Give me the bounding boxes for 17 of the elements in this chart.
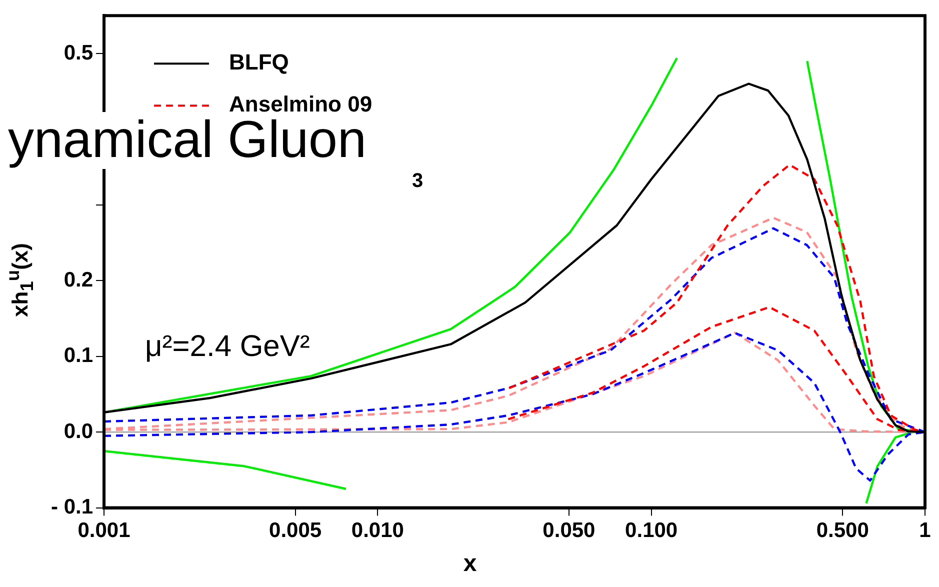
y-tick-label: - 0.1 [50,496,94,519]
annotation: μ²=2.4 GeV² [145,330,310,363]
x-tick-label: 0.005 [269,519,322,542]
x-tick-label: 0.001 [78,519,131,542]
x-tick-label: 0.010 [351,519,404,542]
y-tick-label: 0.5 [64,41,94,64]
x-tick-label: 0.500 [816,519,869,542]
y-tick-label: 0.2 [64,268,94,292]
x-tick-label: 0.100 [625,519,678,542]
y-tick-label: 0.0 [64,420,94,443]
x-tick-label: 1 [919,519,932,542]
x-tick-label: 0.050 [542,519,596,542]
legend-label: BLFQ [229,50,289,75]
x-axis-title: x [463,550,477,578]
annotation: 3 [412,170,424,192]
y-tick-label: 0.1 [64,344,94,368]
annotation: ynamical Gluon [2,111,372,170]
